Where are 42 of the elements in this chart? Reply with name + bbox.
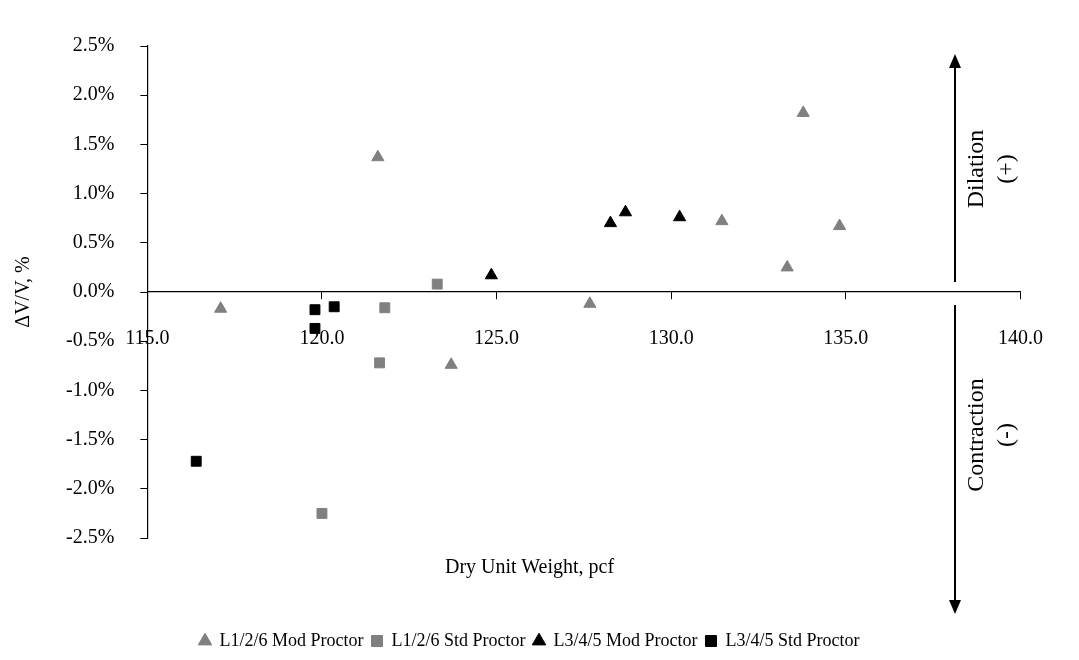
point (371, 149, 385, 162)
point (715, 213, 729, 226)
point (673, 209, 687, 222)
point (833, 218, 847, 231)
y-tick-label: 1.5% (72, 131, 115, 154)
point (214, 301, 228, 313)
y-tick-label: 0.0% (72, 279, 115, 302)
point (190, 455, 202, 467)
point (603, 215, 618, 228)
point (583, 296, 597, 308)
x-axis-title: Dry Unit Weight, pcf (444, 555, 615, 579)
point (316, 507, 328, 519)
y-tick-label: -1.0% (65, 377, 115, 400)
y-tick-label: -2.0% (65, 476, 115, 499)
y-tick-label: -2.5% (65, 525, 115, 548)
point (796, 105, 810, 117)
point (431, 278, 443, 290)
point (780, 259, 794, 272)
legend-label: L3/4/5 Std Proctor (725, 629, 860, 650)
y-tick-label: 1.0% (72, 180, 115, 203)
point (309, 304, 321, 316)
y-tick-label: 2.0% (72, 82, 115, 105)
point (374, 357, 386, 369)
point (444, 357, 458, 369)
point (484, 267, 498, 280)
point (618, 204, 633, 217)
point (379, 302, 391, 314)
legend-label: L3/4/5 Mod Proctor (553, 629, 698, 650)
annotation: Contraction (-) (962, 378, 1019, 492)
y-tick-label: 2.5% (72, 33, 115, 56)
x-tick-label: 135.0 (823, 326, 869, 349)
y-tick-label: -0.5% (65, 328, 115, 351)
x-tick-label: 125.0 (474, 326, 520, 349)
y-tick-label: -1.5% (65, 426, 115, 449)
x-tick-label: 130.0 (648, 326, 694, 349)
x-tick-label: 140.0 (998, 326, 1043, 349)
point (328, 301, 340, 313)
legend-label: L1/2/6 Std Proctor (391, 629, 526, 650)
y-axis-title: ΔV/V, % (11, 256, 34, 328)
legend-label: L1/2/6 Mod Proctor (219, 629, 364, 650)
annotation: Dilation (+) (962, 129, 1019, 209)
y-tick-label: 0.5% (72, 230, 115, 253)
